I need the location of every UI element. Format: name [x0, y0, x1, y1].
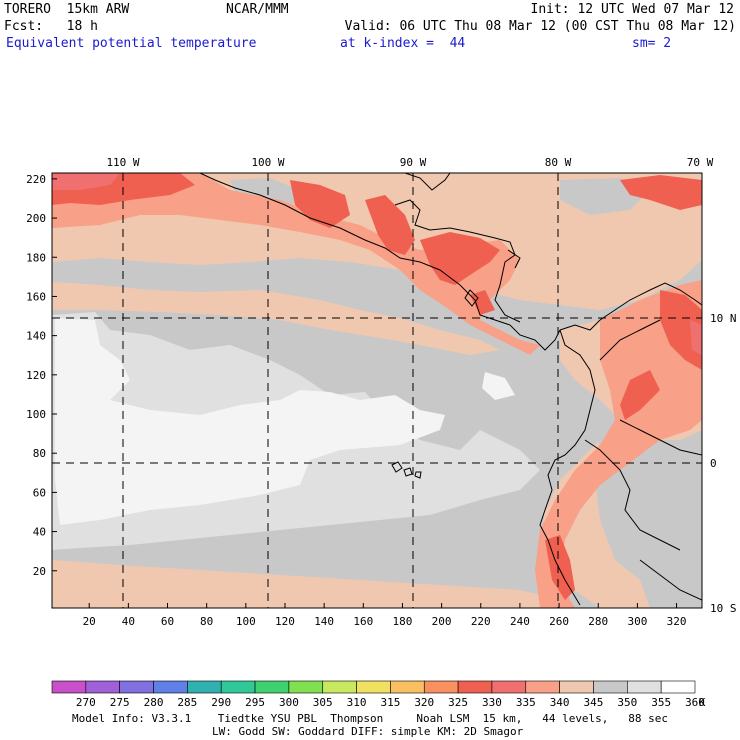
- y-tick-label: 160: [26, 290, 46, 303]
- x-tick-label: 20: [83, 615, 96, 628]
- colorbar-label: 330: [482, 696, 502, 709]
- colorbar-label: 300: [279, 696, 299, 709]
- x-grid-ticks: 20 40 60 80 100 120 140 160 180 200 220 240 260 280 30…: [83, 603, 687, 628]
- colorbar-label: 305: [313, 696, 333, 709]
- colorbar-label: 325: [448, 696, 468, 709]
- y-tick-label: 120: [26, 369, 46, 382]
- colorbar-label: 355: [651, 696, 671, 709]
- y-tick-label: 100: [26, 408, 46, 421]
- y-tick-label: 60: [33, 486, 46, 499]
- longitude-label: 80 W: [545, 156, 572, 169]
- colorbar-label: 335: [516, 696, 536, 709]
- colorbar-swatch: [356, 680, 391, 694]
- center-label: NCAR/MMM: [226, 2, 289, 17]
- latitude-label: 0: [710, 457, 717, 470]
- longitude-label: 110 W: [106, 156, 139, 169]
- model-title: TORERO 15km ARW: [4, 2, 130, 17]
- x-tick-label: 280: [588, 615, 608, 628]
- latitude-label: 10 S: [710, 602, 737, 615]
- colorbar-swatch: [660, 680, 696, 694]
- colorbar-swatch: [559, 680, 594, 694]
- colorbar-swatch: [187, 680, 222, 694]
- model-info-line2: LW: Godd SW: Goddard DIFF: simple KM: 2D…: [212, 725, 524, 738]
- init-time: Init: 12 UTC Wed 07 Mar 12: [530, 2, 735, 17]
- latitude-labels: 10 N 0 10 S: [710, 312, 737, 615]
- colorbar-label: 295: [245, 696, 265, 709]
- y-grid-ticks: 20 40 60 80 100 120 140 160 180 200 220: [26, 173, 57, 578]
- plot-frame: [51, 172, 703, 609]
- colorbar-swatch: [85, 680, 120, 694]
- field-shading: [52, 173, 702, 608]
- x-tick-label: 320: [667, 615, 687, 628]
- colorbar-swatch: [51, 680, 87, 694]
- colorbar-unit: K: [699, 696, 706, 709]
- longitude-label: 100 W: [251, 156, 284, 169]
- longitude-label: 90 W: [400, 156, 427, 169]
- colorbar-swatch: [254, 680, 290, 694]
- x-tick-label: 220: [471, 615, 491, 628]
- colorbar-swatch: [322, 680, 357, 694]
- y-tick-label: 80: [33, 447, 46, 460]
- longitude-labels: 110 W 100 W 90 W 80 W 70 W: [106, 156, 713, 169]
- y-tick-label: 200: [26, 212, 46, 225]
- x-tick-label: 260: [549, 615, 569, 628]
- valid-time: Valid: 06 UTC Thu 08 Mar 12 (00 CST Thu …: [344, 19, 736, 34]
- colorbar-label: 285: [177, 696, 197, 709]
- colorbar-swatch: [153, 680, 188, 694]
- colorbar-swatch: [593, 680, 628, 694]
- colorbar-label: 315: [380, 696, 400, 709]
- x-tick-label: 240: [510, 615, 530, 628]
- x-tick-label: 100: [236, 615, 256, 628]
- x-tick-label: 140: [314, 615, 334, 628]
- colorbar-label: 310: [347, 696, 367, 709]
- graticule: [52, 173, 702, 608]
- colorbar-label: 280: [144, 696, 164, 709]
- y-tick-label: 180: [26, 251, 46, 264]
- x-tick-label: 60: [161, 615, 174, 628]
- colorbar-label: 275: [110, 696, 130, 709]
- x-tick-label: 200: [432, 615, 452, 628]
- level-label: at k-index = 44: [340, 36, 466, 51]
- coastlines: [199, 173, 702, 606]
- x-tick-label: 80: [200, 615, 213, 628]
- y-tick-label: 40: [33, 526, 46, 539]
- x-tick-label: 40: [122, 615, 135, 628]
- colorbar-label: 270: [76, 696, 96, 709]
- colorbar-swatch: [491, 680, 527, 694]
- colorbar-label: 360: [685, 696, 705, 709]
- colorbar-swatch: [457, 680, 493, 694]
- colorbar-label: 290: [211, 696, 231, 709]
- colorbar-label: 350: [617, 696, 637, 709]
- x-tick-label: 160: [353, 615, 373, 628]
- x-tick-label: 120: [275, 615, 295, 628]
- colorbar-label: 340: [550, 696, 570, 709]
- forecast-hour: Fcst: 18 h: [4, 19, 98, 34]
- model-info-line1: Model Info: V3.3.1 Tiedtke YSU PBL Thomp…: [72, 712, 669, 725]
- colorbar-swatch: [423, 680, 459, 694]
- colorbar-swatch: [390, 680, 425, 694]
- colorbar-swatch: [525, 680, 560, 694]
- longitude-label: 70 W: [687, 156, 714, 169]
- smoothing-label: sm= 2: [632, 36, 672, 51]
- x-tick-label: 300: [627, 615, 647, 628]
- colorbar-swatch: [288, 680, 324, 694]
- colorbar-swatch: [627, 680, 662, 694]
- colorbar: 270 275 280 285 290 295 300 305 310 315 320 325 330 3…: [51, 680, 706, 709]
- y-tick-label: 20: [33, 565, 46, 578]
- latitude-label: 10 N: [710, 312, 737, 325]
- x-tick-label: 180: [393, 615, 413, 628]
- colorbar-label: 320: [414, 696, 434, 709]
- colorbar-swatch: [119, 680, 154, 694]
- y-tick-label: 140: [26, 330, 46, 343]
- colorbar-swatch: [220, 680, 256, 694]
- y-tick-label: 220: [26, 173, 46, 186]
- colorbar-label: 345: [584, 696, 604, 709]
- field-name: Equivalent potential temperature: [6, 36, 257, 51]
